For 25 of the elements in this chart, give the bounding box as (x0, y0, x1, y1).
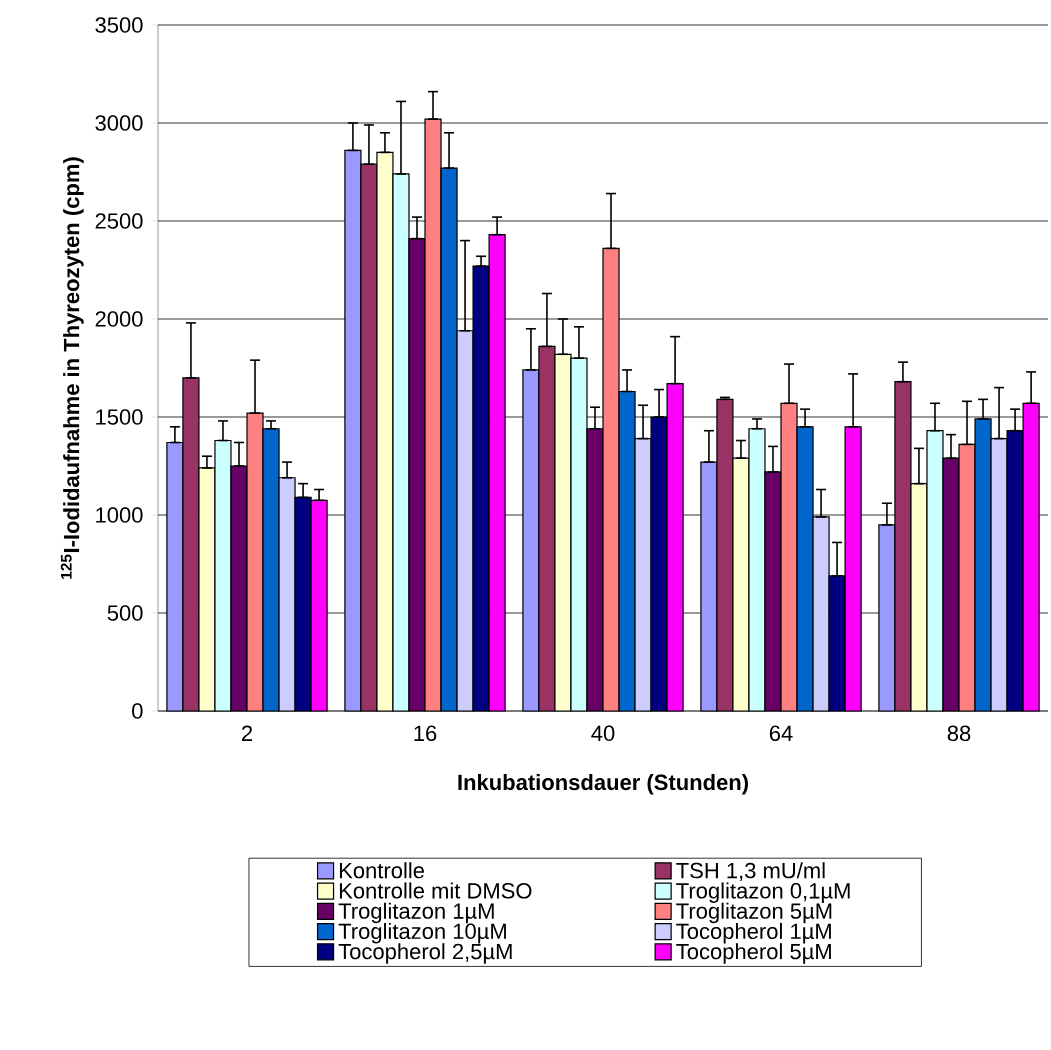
x-tick-label: 40 (591, 725, 615, 742)
legend-label: Troglitazon 10µM (338, 922, 506, 944)
legend-label: Troglitazon 5µM (676, 902, 832, 924)
legend-label: Troglitazon 1µM (338, 902, 494, 924)
legend-label: Kontrolle (339, 862, 424, 879)
x-axis-title: Inkubationsdauer (Stunden) (458, 773, 748, 795)
y-tick-label: 1500 (96, 409, 143, 425)
y-tick-label: 500 (107, 605, 143, 621)
y-tick-label: 3000 (95, 115, 143, 131)
y-tick-label: 2500 (95, 213, 143, 229)
legend-label: Tocopherol 5µM (676, 943, 831, 964)
legend-label: Tocopherol 1µM (676, 922, 831, 944)
y-axis-title: $^{125}$I-Iodidaufnahme in Thyreozyten (cpm) (60, 157, 84, 579)
x-tick-label: 2 (242, 725, 253, 741)
legend-label: Kontrolle mit DMSO (339, 882, 532, 899)
y-tick-label: 0 (132, 703, 143, 719)
x-tick-label: 88 (947, 725, 971, 742)
y-tick-label: 2000 (95, 311, 143, 327)
y-tick-label: 1000 (96, 507, 143, 523)
legend-label: Troglitazon 0,1µM (676, 882, 850, 903)
x-tick-label: 64 (769, 725, 793, 742)
legend-label: Tocopherol 2,5µM (338, 943, 512, 964)
legend-label: TSH 1,3 mU/ml (676, 862, 825, 881)
x-tick-label: 16 (414, 725, 437, 742)
y-tick-label: 3500 (95, 17, 143, 33)
